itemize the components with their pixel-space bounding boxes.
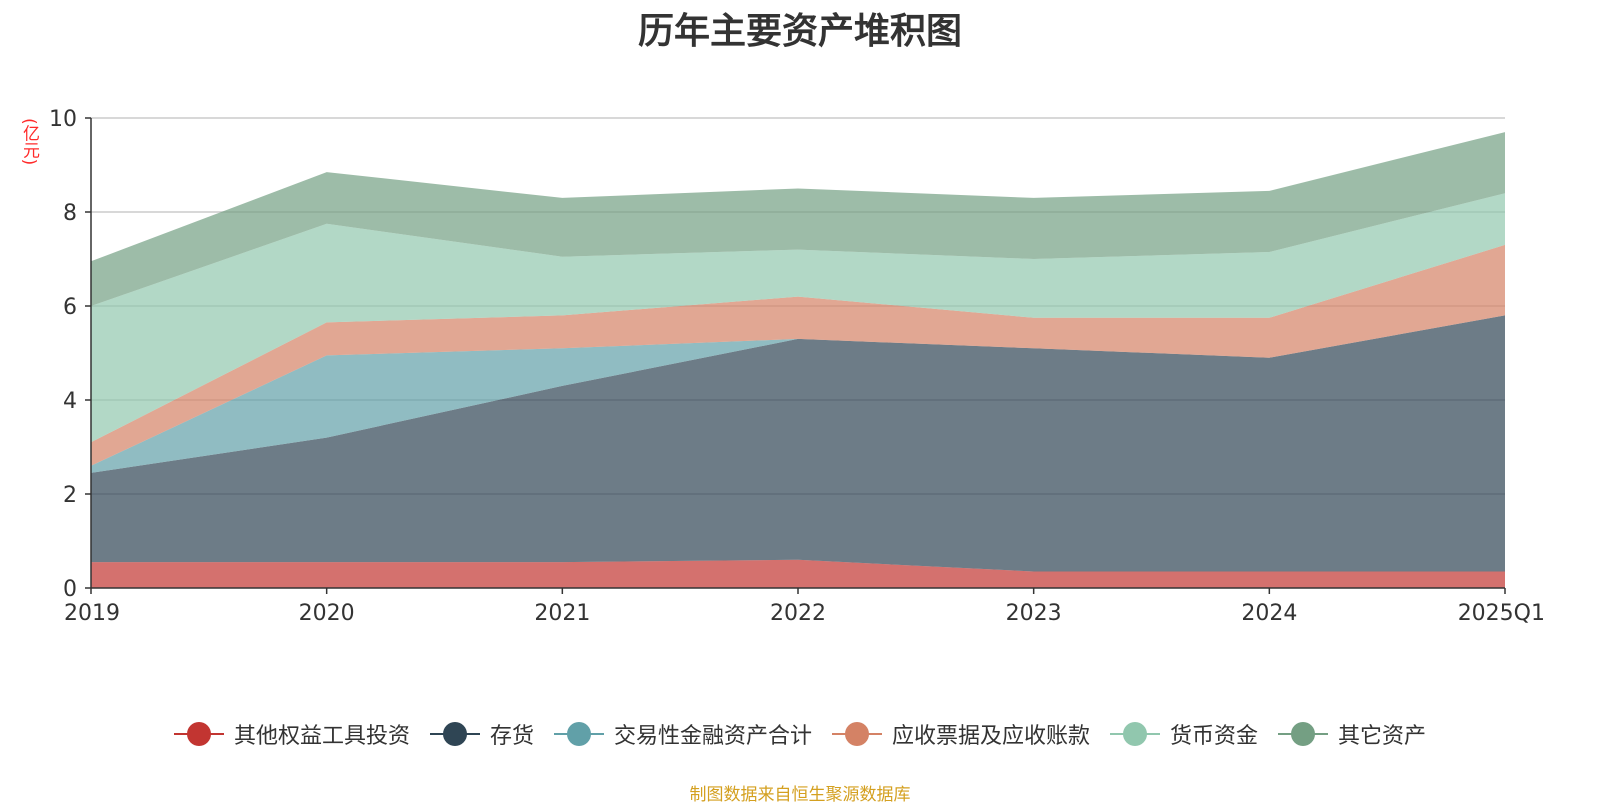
legend-label: 存货 xyxy=(489,724,534,749)
area-series-5 xyxy=(91,132,1505,306)
x-tick-label: 2025Q1 xyxy=(1458,601,1545,626)
legend-swatch-icon xyxy=(553,721,604,747)
legend-label: 交易性金融资产合计 xyxy=(613,724,812,749)
legend-item-3[interactable]: 应收票据及应收账款 xyxy=(832,718,1090,750)
legend-item-4[interactable]: 货币资金 xyxy=(1110,718,1258,750)
legend-item-0[interactable]: 其他权益工具投资 xyxy=(173,718,410,750)
x-tick-label: 2020 xyxy=(299,601,355,626)
x-tick-label: 2021 xyxy=(534,601,590,626)
legend-item-5[interactable]: 其它资产 xyxy=(1278,718,1426,750)
legend-swatch-icon xyxy=(173,721,224,747)
legend-label: 其他权益工具投资 xyxy=(233,724,410,749)
axes: 0 2 4 6 8 10 2019 2020 2021 2022 2023 2024 2025Q1 xyxy=(49,107,1545,626)
y-tick-label: 6 xyxy=(63,295,77,320)
chart-title: 历年主要资产堆积图 xyxy=(637,11,962,52)
y-tick-label: 8 xyxy=(63,201,77,226)
x-tick-label: 2022 xyxy=(770,601,826,626)
x-tick-label: 2023 xyxy=(1006,601,1062,626)
area-series-0 xyxy=(91,559,1505,588)
area-series-4 xyxy=(91,193,1505,443)
area-series xyxy=(91,132,1505,588)
y-tick-label: 10 xyxy=(49,107,77,132)
y-tick-label: 4 xyxy=(63,389,77,414)
legend-label: 其它资产 xyxy=(1338,724,1427,749)
y-tick-label: 0 xyxy=(63,577,77,602)
legend-item-1[interactable]: 存货 xyxy=(429,718,534,750)
x-tick-label: 2024 xyxy=(1241,601,1297,626)
legend: 其他权益工具投资 存货 交易性金融资产合计 应收票据及应收账款 货币资金 其它资产 xyxy=(0,718,1600,750)
x-tick-label: 2019 xyxy=(64,601,120,626)
legend-label: 货币资金 xyxy=(1170,724,1259,749)
source-note: 制图数据来自恒生聚源数据库 xyxy=(689,785,911,805)
area-series-3 xyxy=(91,244,1505,466)
legend-swatch-icon xyxy=(832,721,882,747)
legend-label: 应收票据及应收账款 xyxy=(892,724,1091,749)
area-series-2 xyxy=(91,315,1505,473)
legend-item-2[interactable]: 交易性金融资产合计 xyxy=(553,718,812,750)
legend-swatch-icon xyxy=(1110,721,1161,747)
y-axis-unit-label: (亿元) xyxy=(19,118,39,166)
legend-swatch-icon xyxy=(429,721,480,747)
y-tick-label: 2 xyxy=(63,483,77,508)
legend-swatch-icon xyxy=(1278,721,1329,747)
area-series-1 xyxy=(91,315,1505,572)
